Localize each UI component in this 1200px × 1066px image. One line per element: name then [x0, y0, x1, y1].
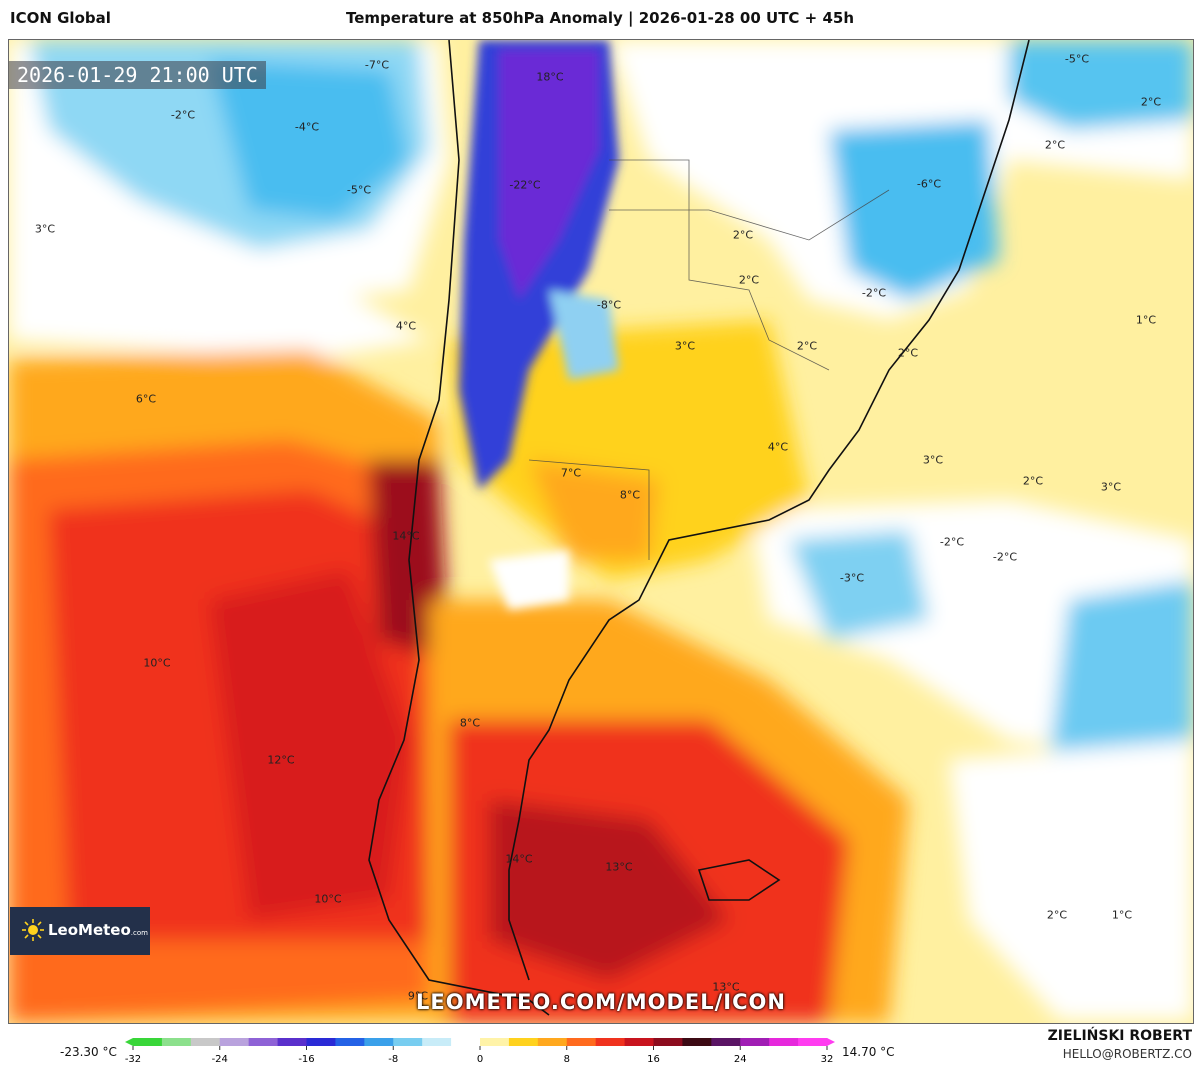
scale-swatch	[364, 1038, 394, 1046]
temp-label: 6°C	[135, 392, 157, 406]
temp-label: 13°C	[605, 860, 633, 874]
temp-label: -4°C	[294, 120, 320, 134]
scale-swatch	[537, 1038, 568, 1046]
model-name: ICON Global	[10, 9, 111, 27]
temp-label: 4°C	[395, 319, 417, 333]
temp-label: 14°C	[505, 852, 533, 866]
anomaly-field	[9, 40, 1193, 1023]
scale-tick-label: -32	[125, 1054, 141, 1065]
scale-swatch	[219, 1038, 250, 1046]
scale-arrow-left	[125, 1038, 133, 1046]
scale-swatch	[248, 1038, 279, 1046]
temp-label: 2°C	[1022, 474, 1044, 488]
scale-swatch	[393, 1038, 423, 1046]
temp-label: -5°C	[1064, 52, 1090, 66]
temp-label: -2°C	[170, 108, 196, 122]
scale-tick-label: 0	[477, 1054, 483, 1065]
temp-label: 10°C	[314, 892, 342, 906]
temp-label: 12°C	[267, 753, 295, 767]
temp-label: 7°C	[560, 466, 582, 480]
temp-label: 10°C	[143, 656, 171, 670]
scale-swatch	[480, 1038, 510, 1046]
temp-label: 3°C	[922, 453, 944, 467]
coastline	[368, 40, 1030, 1016]
leometeo-logo[interactable]: LeoMeteo.com	[10, 907, 150, 955]
header-bar: ICON Global Temperature at 850hPa Anomal…	[0, 0, 1200, 38]
temp-label: 1°C	[1111, 908, 1133, 922]
scale-swatch	[335, 1038, 365, 1046]
logo-text: LeoMeteo.com	[48, 921, 148, 939]
temp-label: -3°C	[839, 571, 865, 585]
scale-swatch	[508, 1038, 539, 1046]
temp-label: 3°C	[1100, 480, 1122, 494]
temp-label: 2°C	[897, 346, 919, 360]
temp-label: 13°C	[712, 980, 740, 994]
temp-label: -2°C	[939, 535, 965, 549]
scale-tick-label: 32	[821, 1054, 834, 1065]
temp-label: 2°C	[1044, 138, 1066, 152]
temp-label: -2°C	[992, 550, 1018, 564]
scale-swatch	[422, 1038, 452, 1046]
scale-tick-label: 8	[564, 1054, 570, 1065]
temp-label: 8°C	[619, 488, 641, 502]
scale-swatch	[566, 1038, 597, 1046]
sun-icon	[22, 919, 44, 941]
temp-label: 2°C	[796, 339, 818, 353]
author-name: ZIELIŃSKI ROBERT	[1047, 1028, 1192, 1044]
scale-max-label: 14.70 °C	[842, 1045, 895, 1059]
temp-label: -5°C	[346, 183, 372, 197]
scale-swatch	[306, 1038, 336, 1046]
scale-min-label: -23.30 °C	[60, 1045, 117, 1059]
temp-label: 2°C	[1140, 95, 1162, 109]
scale-tick-label: 16	[647, 1054, 660, 1065]
scale-swatch	[653, 1038, 683, 1046]
scale-swatch	[769, 1038, 799, 1046]
temp-label: -7°C	[364, 58, 390, 72]
scale-swatch	[682, 1038, 712, 1046]
scale-arrow-right	[827, 1038, 835, 1046]
scale-swatch	[798, 1038, 828, 1046]
temp-label: 2°C	[1046, 908, 1068, 922]
temp-label: 3°C	[34, 222, 56, 236]
scale-tick-label: -24	[212, 1054, 228, 1065]
temp-label: -6°C	[916, 177, 942, 191]
temp-label: 1°C	[1135, 313, 1157, 327]
scale-tick-label: 24	[734, 1054, 747, 1065]
watermark-url: LEOMETEO.COM/MODEL/ICON	[416, 990, 786, 1014]
color-scale-bar: -32 -24 -16 -8 0 8 16 24 32	[125, 1038, 835, 1065]
author-contact[interactable]: HELLO@ROBERTZ.CO	[1062, 1047, 1192, 1061]
scale-swatch	[133, 1038, 163, 1046]
temp-label: 3°C	[674, 339, 696, 353]
scale-swatch	[161, 1038, 192, 1046]
scale-swatch	[711, 1038, 741, 1046]
scale-swatch	[190, 1038, 221, 1046]
temp-label: 9°C	[407, 989, 429, 1003]
valid-time-badge: 2026-01-29 21:00 UTC	[9, 61, 266, 89]
scale-swatch	[624, 1038, 654, 1046]
temp-label: 4°C	[767, 440, 789, 454]
temp-label: 8°C	[459, 716, 481, 730]
scale-tick-label: -16	[298, 1054, 314, 1065]
scale-swatch	[277, 1038, 307, 1046]
temp-label: 2°C	[738, 273, 760, 287]
scale-swatch	[451, 1038, 481, 1046]
temp-label: 14°C	[392, 529, 420, 543]
temp-label: -2°C	[861, 286, 887, 300]
temp-label: -22°C	[509, 178, 541, 192]
temp-label: 2°C	[732, 228, 754, 242]
map-canvas: 2026-01-29 21:00 UTC -7°C 18°C -5°C -2°C…	[8, 39, 1194, 1024]
scale-tick-label: -8	[388, 1054, 398, 1065]
temp-label: 18°C	[536, 70, 564, 84]
map-title: Temperature at 850hPa Anomaly | 2026-01-…	[346, 9, 854, 27]
scale-swatch	[740, 1038, 770, 1046]
temp-label: -8°C	[596, 298, 622, 312]
scale-swatch	[595, 1038, 626, 1046]
